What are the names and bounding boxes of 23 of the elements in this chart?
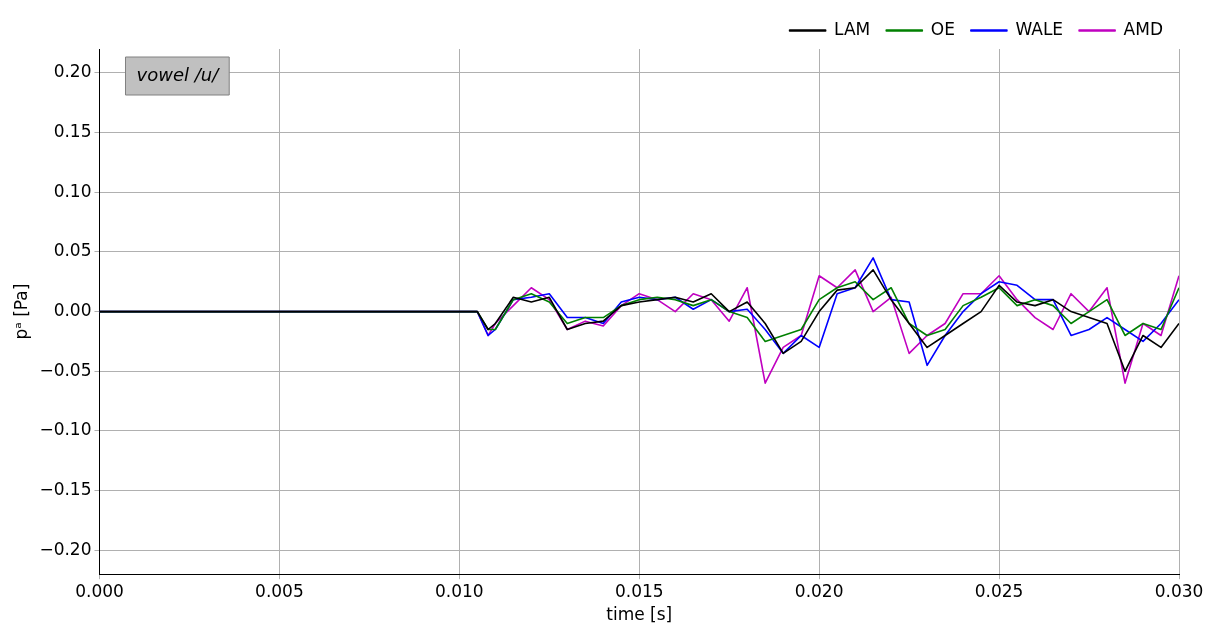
y-tick-label: 0.15 [53,120,92,141]
y-tick-label: −0.10 [39,419,92,440]
y-axis-title: pᵃ [Pa] [10,283,31,340]
y-tick-label: −0.15 [39,479,92,500]
y-tick-label: −0.05 [39,359,92,380]
x-axis-title: time [s] [606,604,673,625]
x-tick-label: 0.000 [75,580,124,601]
y-tick-label: 0.05 [53,240,92,261]
annotation: vowel /u/ [136,63,221,85]
x-tick-label: 0.015 [614,580,664,601]
legend-label: OE [930,18,955,39]
x-tick-label: 0.025 [974,580,1024,601]
y-tick-label: 0.00 [53,300,92,321]
legend-label: AMD [1123,18,1163,39]
x-tick-label: 0.010 [434,580,484,601]
y-tick-label: −0.20 [39,538,92,559]
legend-label: LAM [834,18,871,39]
x-tick-label: 0.030 [1154,580,1204,601]
legend-label: WALE [1015,18,1064,39]
x-tick-label: 0.005 [255,580,304,601]
y-tick-label: 0.20 [53,61,92,82]
y-tick-label: 0.10 [53,180,92,201]
x-tick-label: 0.020 [794,580,844,601]
